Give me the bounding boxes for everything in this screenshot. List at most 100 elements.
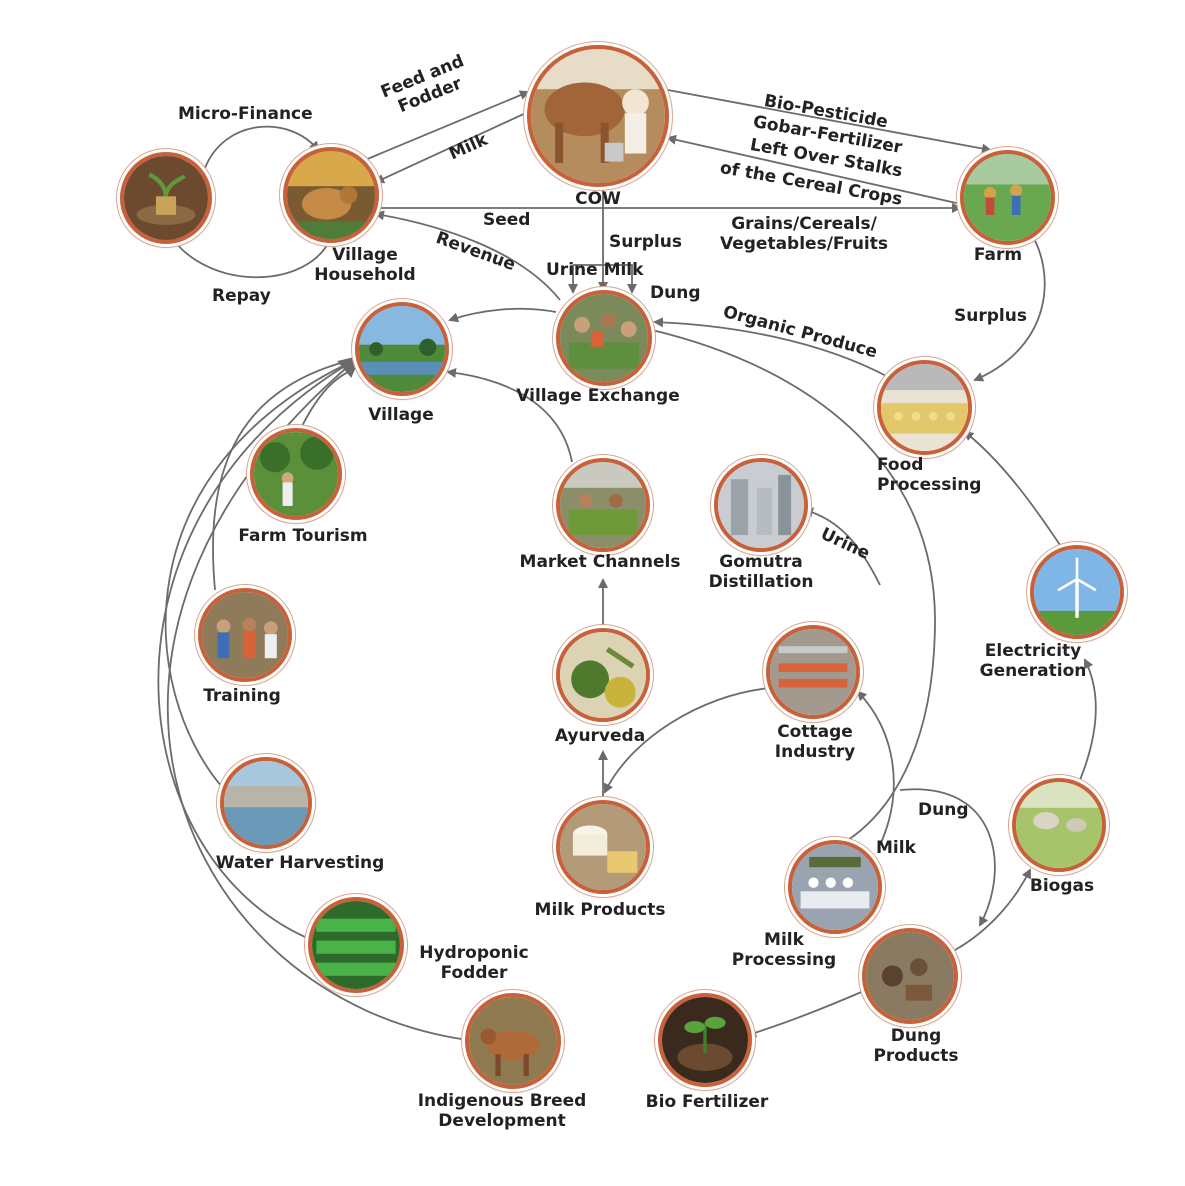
bio-fertilizer-label: Bio Fertilizer	[645, 1092, 769, 1112]
biogas-plant-image	[1016, 782, 1102, 868]
repay-label: Repay	[212, 286, 271, 306]
training-label: Training	[203, 686, 281, 706]
ayurveda-node[interactable]	[556, 628, 650, 722]
milk-factory-image	[792, 844, 878, 930]
cow-label: COW	[575, 189, 621, 209]
wind-turbine-image	[1034, 549, 1120, 635]
grains-label: Grains/Cereals/ Vegetables/Fruits	[720, 214, 888, 254]
milk-products-node[interactable]	[556, 800, 650, 894]
dung-products-node[interactable]	[862, 928, 958, 1024]
edge-milk-top	[374, 111, 529, 184]
edge-dung-lower	[899, 788, 996, 927]
farm-tourism-image	[254, 432, 338, 516]
indigenous-breed-node[interactable]	[465, 993, 561, 1089]
edge-biogas-electricity	[1079, 658, 1097, 781]
dam-image	[224, 761, 308, 845]
dung-products-label: Dung Products	[873, 1026, 959, 1066]
biogas-node[interactable]	[1012, 778, 1106, 872]
dung-top-label: Dung	[650, 283, 701, 303]
edge-urine	[803, 507, 881, 586]
coin-plant-image	[124, 156, 208, 240]
biogas-label: Biogas	[1029, 876, 1095, 896]
farm-workers-image	[964, 154, 1051, 241]
surplus-cow-label: Surplus	[609, 232, 682, 252]
milk-lower-label: Milk	[876, 838, 916, 858]
milk-processing-label: Milk Processing	[731, 930, 837, 970]
market-stall-image	[560, 462, 646, 548]
hydroponic-fodder-label: Hydroponic Fodder	[419, 943, 529, 983]
gomutra-distillation-label: Gomutra Distillation	[708, 552, 814, 592]
zebu-cow-image	[469, 997, 557, 1085]
urine-milk-label: Urine Milk	[546, 260, 644, 280]
edge-dung-biogas	[954, 868, 1031, 951]
village-label: Village	[368, 405, 434, 425]
milk-processing-node[interactable]	[788, 840, 882, 934]
micro-finance-label: Micro-Finance	[178, 104, 313, 124]
edge-left-over-stalks	[666, 134, 966, 206]
edge-training-village	[212, 359, 353, 591]
seed-label: Seed	[483, 210, 531, 230]
food-processing-label: Food Processing	[877, 455, 982, 495]
seedling-hands-image	[662, 997, 748, 1083]
food-processing-node[interactable]	[877, 360, 972, 455]
milk-products-label: Milk Products	[534, 900, 666, 920]
cow-milking-image	[531, 49, 665, 183]
edge-exchange-village	[448, 307, 557, 323]
hydroponic-trays-image	[312, 901, 400, 989]
edge-bio-pesticide	[667, 89, 992, 154]
distillation-plant-image	[718, 462, 804, 548]
village-node[interactable]	[355, 302, 449, 396]
edge-water-village	[164, 359, 356, 788]
edge-organic-produce	[653, 317, 891, 379]
ayurveda-label: Ayurveda	[554, 726, 646, 746]
surplus-farm-label: Surplus	[954, 306, 1027, 326]
edge-surplus-farm	[973, 231, 1046, 382]
hydroponic-fodder-node[interactable]	[308, 897, 404, 993]
edge-revenue	[374, 210, 561, 301]
market-channels-label: Market Channels	[519, 552, 681, 572]
edge-repay	[170, 236, 331, 279]
edge-feed-fodder	[364, 90, 530, 161]
ayurveda-herbs-image	[560, 632, 646, 718]
village-landscape-image	[359, 306, 445, 392]
edge-electricity-food	[963, 430, 1061, 546]
cottage-industry-label: Cottage Industry	[774, 722, 856, 762]
farm-tourism-node[interactable]	[250, 428, 342, 520]
electricity-generation-node[interactable]	[1030, 545, 1124, 639]
edge-hydro-village	[157, 359, 356, 941]
cow-node[interactable]	[527, 45, 669, 187]
bio-fertilizer-node[interactable]	[658, 993, 752, 1087]
village-household-node[interactable]	[283, 147, 379, 243]
household-cow-image	[287, 151, 375, 239]
farm-node[interactable]	[960, 150, 1055, 245]
cottage-industry-image	[770, 629, 856, 715]
water-harvesting-node[interactable]	[220, 757, 312, 849]
village-household-label: Village Household	[314, 245, 416, 285]
dung-crafts-image	[866, 932, 954, 1020]
market-channels-node[interactable]	[556, 458, 650, 552]
village-exchange-label: Village Exchange	[516, 386, 680, 406]
edge-milkproc-cottage	[856, 690, 895, 846]
edge-breed-village	[167, 355, 469, 1041]
gomutra-distillation-node[interactable]	[714, 458, 808, 552]
edge-cottage-ayurveda	[603, 687, 771, 794]
market-crowd-image	[560, 294, 648, 382]
farm-tourism-label: Farm Tourism	[238, 526, 368, 546]
farm-label: Farm	[973, 245, 1023, 265]
edge-dung-biofert	[746, 989, 867, 1038]
food-factory-image	[881, 364, 968, 451]
micro-finance-node[interactable]	[120, 152, 212, 244]
dung-lower-label: Dung	[918, 800, 969, 820]
training-group-image	[202, 592, 288, 678]
electricity-generation-label: Electricity Generation	[979, 641, 1087, 681]
water-harvesting-label: Water Harvesting	[215, 853, 385, 873]
edge-micro-finance	[204, 125, 320, 169]
village-exchange-node[interactable]	[556, 290, 652, 386]
indigenous-breed-label: Indigenous Breed Development	[417, 1091, 587, 1131]
training-node[interactable]	[198, 588, 292, 682]
dairy-products-image	[560, 804, 646, 890]
cottage-industry-node[interactable]	[766, 625, 860, 719]
edge-exchange-milkproc	[651, 329, 936, 846]
